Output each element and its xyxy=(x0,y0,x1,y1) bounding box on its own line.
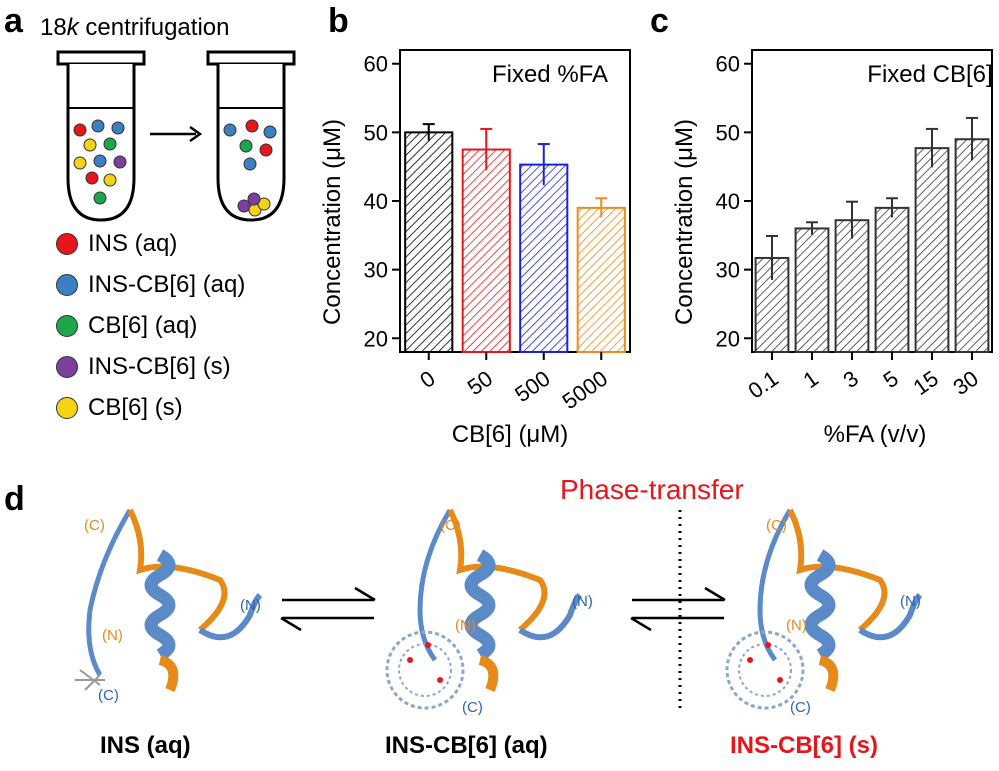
x-tick-label: 5 xyxy=(878,366,902,394)
chart-b-y-axis-label: Concentration (μM) xyxy=(319,119,346,325)
chart-c-y-axis-label: Concentration (μM) xyxy=(671,119,698,325)
y-tick-label: 60 xyxy=(716,52,740,77)
legend-label: INS-CB[6] (aq) xyxy=(88,271,246,298)
legend-item-ins-aq: INS (aq) xyxy=(56,230,245,258)
terminus-n-label-6: (N) xyxy=(900,593,921,610)
equilibrium-arrow-1-icon xyxy=(280,586,376,632)
y-tick-label: 60 xyxy=(364,52,388,77)
bar xyxy=(954,138,990,353)
phase-transfer-label: Phase-transfer xyxy=(560,474,744,505)
legend-item-ins-cb6-aq: INS-CB[6] (aq) xyxy=(56,271,245,299)
legend-dot-blue-icon xyxy=(56,274,78,296)
terminus-c-label-5: (C) xyxy=(766,517,787,534)
equilibrium-arrow-2-icon xyxy=(630,586,726,632)
y-tick-label: 50 xyxy=(716,120,740,145)
title-prefix: 18 xyxy=(40,14,67,41)
terminus-n-label-3: (N) xyxy=(455,617,476,634)
bar xyxy=(576,206,626,353)
chart-b-x-axis-label: CB[6] (μM) xyxy=(452,421,569,448)
chart-cb6-concentration: 20 30 40 50 60 0 50 500 5000 Fixed %FA Concentra… xyxy=(319,49,631,448)
y-tick-label: 40 xyxy=(364,189,388,214)
x-tick-label: 0.1 xyxy=(743,366,782,404)
x-tick-label: 50 xyxy=(463,366,497,401)
x-tick-label: 30 xyxy=(948,366,982,401)
y-tick-label: 30 xyxy=(716,258,740,283)
y-tick-label: 20 xyxy=(364,326,388,351)
tube-before-icon xyxy=(56,50,146,222)
y-tick-label: 50 xyxy=(364,120,388,145)
centrifugation-title: 18k centrifugation xyxy=(40,14,229,42)
chart-c-x-axis-label: %FA (v/v) xyxy=(824,421,927,448)
bar xyxy=(914,147,950,354)
insulin-cb6-structure-aq-icon xyxy=(385,508,583,710)
bar xyxy=(874,206,910,353)
x-tick-label: 15 xyxy=(908,366,942,401)
legend-dot-red-icon xyxy=(56,233,78,255)
x-tick-label: 3 xyxy=(838,366,862,394)
y-tick-label: 40 xyxy=(716,189,740,214)
arrow-right-icon xyxy=(150,125,203,143)
bar xyxy=(834,219,870,353)
structure-label-ins-cb6-s: INS-CB[6] (s) xyxy=(730,732,878,759)
panel-letter-b: b xyxy=(328,2,349,40)
panel-letter-a: a xyxy=(4,2,23,40)
legend-dot-purple-icon xyxy=(56,356,78,378)
chart-b-annotation: Fixed %FA xyxy=(492,61,608,88)
legend-item-ins-cb6-s: INS-CB[6] (s) xyxy=(56,353,245,381)
bar xyxy=(519,163,569,353)
legend-item-cb6-aq: CB[6] (aq) xyxy=(56,312,245,340)
terminus-n-label-1: (N) xyxy=(102,627,123,644)
panel-letter-c: c xyxy=(650,2,669,40)
x-tick-label: 0 xyxy=(415,366,439,394)
terminus-n-label-2: (N) xyxy=(240,597,261,614)
title-italic: k xyxy=(66,14,79,41)
y-tick-label: 30 xyxy=(364,258,388,283)
terminus-n-label-5: (N) xyxy=(786,617,807,634)
insulin-structure-1-icon xyxy=(75,508,263,692)
y-tick-label: 20 xyxy=(716,326,740,351)
x-tick-label: 1 xyxy=(798,366,822,394)
terminus-c-label-1: (C) xyxy=(84,517,105,534)
legend-label: CB[6] (s) xyxy=(88,394,183,421)
terminus-c-label-3: (C) xyxy=(440,517,461,534)
species-legend: INS (aq) INS-CB[6] (aq) CB[6] (aq) INS-C… xyxy=(56,230,245,422)
legend-label: INS-CB[6] (s) xyxy=(88,353,231,380)
tube-after-icon xyxy=(206,50,296,222)
legend-item-cb6-s: CB[6] (s) xyxy=(56,394,245,422)
protein-structures-illustration: (C) (N) (N) (C) (C) (N) (N) (C) (C) (N) … xyxy=(75,508,923,716)
terminus-c-label-4: (C) xyxy=(462,699,483,716)
legend-dot-yellow-icon xyxy=(56,397,78,419)
x-tick-label: 5000 xyxy=(558,366,612,415)
legend-label: CB[6] (aq) xyxy=(88,312,198,339)
chart-c-annotation: Fixed CB[6] xyxy=(867,61,992,88)
centrifuge-tubes-illustration xyxy=(56,50,296,222)
terminus-c-label-6: (C) xyxy=(790,699,811,716)
terminus-c-label-2: (C) xyxy=(98,687,119,704)
legend-label: INS (aq) xyxy=(88,230,178,257)
structure-label-ins-aq: INS (aq) xyxy=(100,732,191,759)
bar xyxy=(794,227,830,353)
legend-dot-green-icon xyxy=(56,315,78,337)
structure-label-ins-cb6-aq: INS-CB[6] (aq) xyxy=(385,732,548,759)
x-tick-label: 500 xyxy=(510,366,554,408)
panel-letter-d: d xyxy=(4,480,25,518)
insulin-cb6-structure-s-icon xyxy=(725,508,923,710)
bar xyxy=(461,148,511,354)
bar xyxy=(404,131,454,354)
title-suffix: centrifugation xyxy=(78,14,230,41)
terminus-n-label-4: (N) xyxy=(572,593,593,610)
